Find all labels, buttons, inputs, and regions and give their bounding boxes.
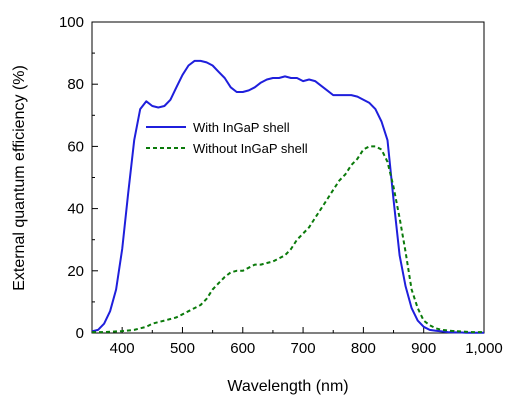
series-layer bbox=[91, 59, 484, 334]
x-tick-label-900: 900 bbox=[411, 340, 436, 357]
x-tick-label-1000: 1,000 bbox=[465, 340, 503, 357]
plot-frame bbox=[91, 21, 485, 334]
y-tick-label-100: 100 bbox=[59, 14, 84, 31]
y-tick-label-40: 40 bbox=[67, 201, 84, 218]
legend-label-2: Without InGaP shell bbox=[193, 141, 308, 156]
x-tick-label-700: 700 bbox=[291, 340, 316, 357]
x-axis-title: Wavelength (nm) bbox=[227, 378, 348, 395]
legend-label-1: With InGaP shell bbox=[193, 120, 290, 135]
y-axis-title: External quantum efficiency (%) bbox=[11, 65, 28, 291]
legend: With InGaP shell Without InGaP shell bbox=[146, 120, 308, 156]
y-tick-label-20: 20 bbox=[67, 263, 84, 280]
x-tick-label-800: 800 bbox=[351, 340, 376, 357]
x-tick-label-600: 600 bbox=[230, 340, 255, 357]
y-tick-label-80: 80 bbox=[67, 76, 84, 93]
y-tick-label-0: 0 bbox=[76, 325, 84, 342]
x-tick-label-400: 400 bbox=[110, 340, 135, 357]
axis-ticks bbox=[91, 21, 485, 334]
tick-labels: 400 500 600 700 800 900 1,000 0 20 40 60 80 100 bbox=[59, 14, 503, 357]
y-tick-label-60: 60 bbox=[67, 138, 84, 155]
x-tick-label-500: 500 bbox=[170, 340, 195, 357]
series-line-2 bbox=[92, 145, 484, 334]
series-line-1 bbox=[91, 59, 484, 334]
